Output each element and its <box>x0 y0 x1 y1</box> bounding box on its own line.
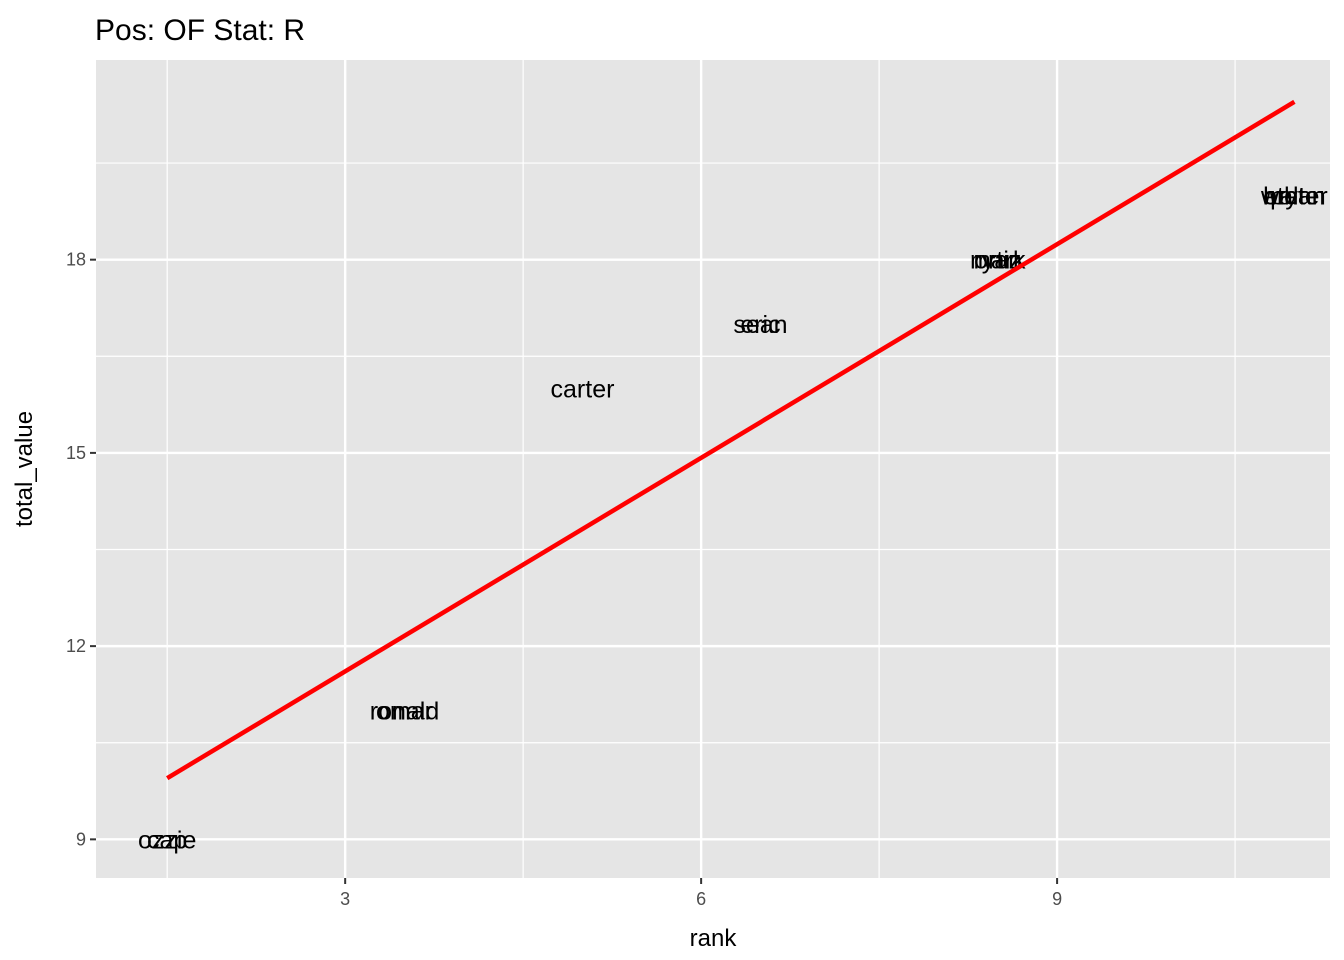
point-label: ethan <box>1263 182 1326 210</box>
x-tick-label: 9 <box>1052 889 1062 909</box>
y-tick-label: 9 <box>76 829 86 849</box>
x-tick-label: 3 <box>340 889 350 909</box>
point-label: eric <box>740 311 780 339</box>
x-tick-label: 6 <box>696 889 706 909</box>
trend-line <box>166 99 1296 781</box>
point-label: walter <box>1260 182 1328 210</box>
x-axis: 3 6 9 <box>340 878 1062 909</box>
point-label: sean <box>733 311 787 339</box>
y-tick-label: 15 <box>66 443 86 463</box>
y-axis-title: total_value <box>11 411 38 527</box>
point-label: carter <box>551 375 615 403</box>
point-label: bryan <box>1263 182 1326 210</box>
grid-minor <box>96 60 1330 878</box>
point-label: ronald <box>370 698 440 726</box>
point-label: omar <box>376 698 433 726</box>
y-axis: 9 12 15 18 <box>66 250 96 849</box>
point-label: pete <box>1270 182 1319 210</box>
point-label: ozzie <box>138 826 196 854</box>
x-axis-title: rank <box>690 925 738 952</box>
plot-panel <box>96 60 1330 878</box>
y-tick-label: 12 <box>66 636 86 656</box>
y-tick-label: 18 <box>66 250 86 270</box>
chart-title: Pos: OF Stat: R <box>95 14 305 47</box>
point-label: cap <box>147 826 187 854</box>
